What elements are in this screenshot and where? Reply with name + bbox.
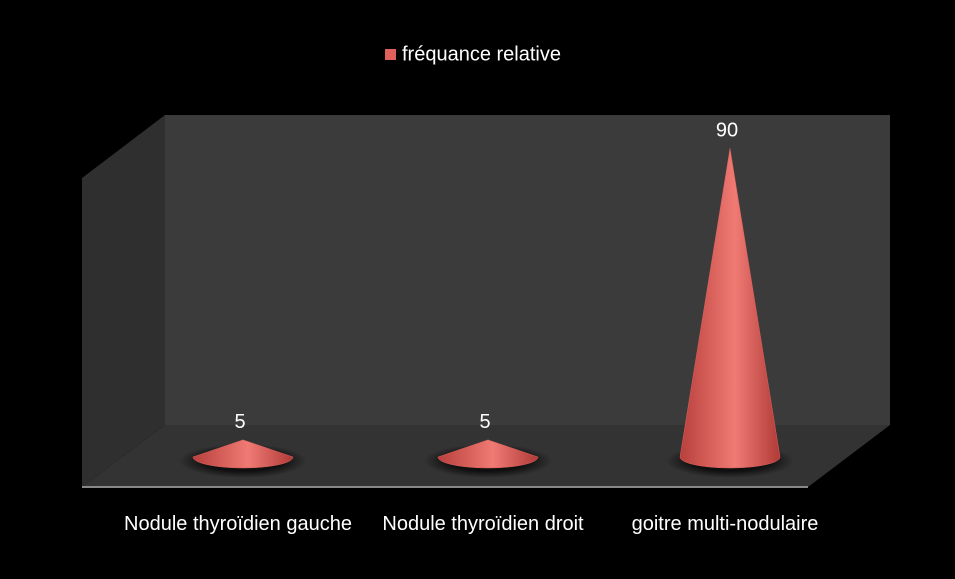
- x-tick-label: Nodule thyroïdien droit: [382, 513, 584, 535]
- cone: [192, 439, 294, 469]
- legend-label: fréquance relative: [402, 43, 561, 65]
- x-tick-label: Nodule thyroïdien gauche: [124, 513, 352, 535]
- cone: [679, 148, 781, 469]
- cone: [437, 439, 539, 469]
- legend-marker: [385, 49, 396, 60]
- x-tick-label: goitre multi-nodulaire: [631, 513, 819, 535]
- side-wall: [82, 115, 165, 487]
- data-label: 5: [479, 411, 490, 433]
- data-label: 5: [234, 411, 245, 433]
- data-label: 90: [716, 120, 738, 142]
- back-wall: [165, 115, 890, 425]
